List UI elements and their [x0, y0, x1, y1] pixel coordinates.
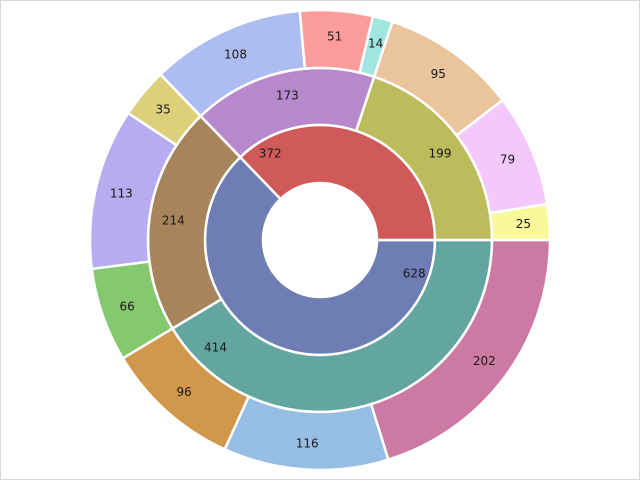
label-ring3-2: 96: [176, 385, 191, 399]
label-ring3-3: 66: [120, 300, 135, 314]
ring-level-2: 414 214 173 199: [146, 66, 494, 414]
label-ring2-3: 199: [429, 146, 452, 160]
label-ring2-0: 414: [204, 341, 227, 355]
label-ring3-6: 108: [224, 47, 247, 61]
label-ring3-5: 35: [156, 103, 171, 117]
label-ring3-8: 14: [368, 37, 383, 51]
label-ring3-1: 116: [296, 437, 319, 451]
label-ring2-1: 214: [162, 214, 185, 228]
segment-ring3-11[interactable]: [488, 202, 552, 242]
label-ring2-2: 173: [276, 89, 299, 103]
label-ring3-9: 95: [431, 67, 446, 81]
label-ring3-4: 113: [110, 187, 133, 201]
label-ring3-0: 202: [473, 354, 496, 368]
label-ring3-11: 25: [516, 217, 531, 231]
label-ring3-7: 51: [327, 30, 342, 44]
label-ring1-0: 628: [403, 267, 426, 281]
label-ring3-10: 79: [500, 153, 515, 167]
ring-level-3: 202 116 96 66 113 35 108 51 14 95 79 25: [88, 8, 552, 472]
label-ring1-1: 372: [259, 146, 282, 160]
